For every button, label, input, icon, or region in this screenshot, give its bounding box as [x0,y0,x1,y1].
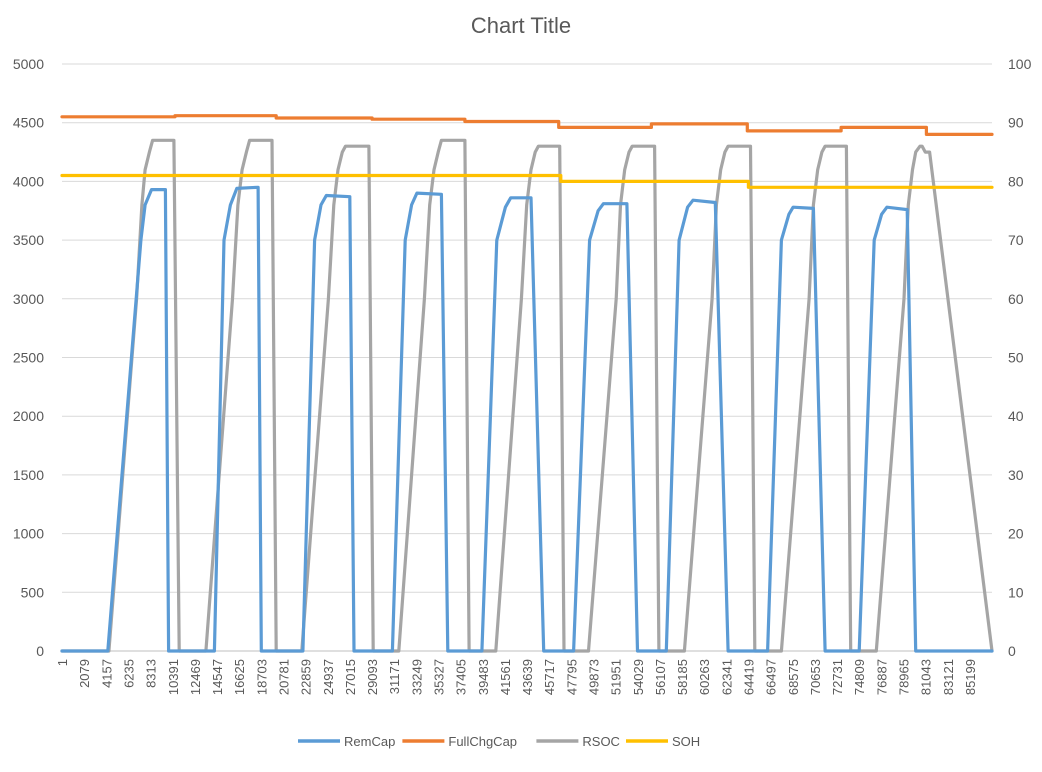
y-right-tick-label: 90 [1008,115,1024,131]
x-tick-label: 85199 [963,659,978,695]
x-tick-label: 8313 [144,659,159,688]
y-left-tick-label: 2000 [13,408,44,424]
left-axis-ticks: 0 500 1000 1500 2000 2500 3000 3500 4000 4500 5000 [13,56,44,659]
x-tick-label: 14547 [210,659,225,695]
y-right-tick-label: 50 [1008,350,1024,366]
x-tick-label: 47795 [564,659,579,695]
x-tick-label: 43639 [520,659,535,695]
x-tick-label: 74809 [852,659,867,695]
x-tick-label: 33249 [409,659,424,695]
x-tick-label: 54029 [631,659,646,695]
x-tick-label: 41561 [498,659,513,695]
y-right-tick-label: 70 [1008,232,1024,248]
y-left-tick-label: 5000 [13,56,44,72]
x-tick-label: 78965 [897,659,912,695]
y-left-tick-label: 4000 [13,173,44,189]
x-tick-label: 2079 [77,659,92,688]
x-tick-label: 64419 [742,659,757,695]
legend-label-fullchgcap: FullChgCap [448,734,517,749]
x-tick-label: 66497 [764,659,779,695]
x-axis-ticks: 1 2079 4157 6235 8313 10391 12469 14547 16625 187… [55,659,978,695]
x-tick-label: 4157 [99,659,114,688]
legend-label-rsoc: RSOC [582,734,620,749]
y-right-tick-label: 60 [1008,291,1024,307]
x-tick-label: 27015 [343,659,358,695]
x-tick-label: 10391 [166,659,181,695]
series-line-remcap [60,185,994,653]
x-tick-label: 12469 [188,659,203,695]
y-left-tick-label: 500 [21,584,45,600]
series-line-soh [60,173,994,189]
y-right-tick-label: 20 [1008,526,1024,542]
right-axis-ticks: 0 10 20 30 40 50 60 70 80 90 100 [1008,56,1032,659]
x-tick-label: 31171 [387,659,402,694]
legend-label-remcap: RemCap [344,734,395,749]
y-left-tick-label: 2500 [13,350,44,366]
y-right-tick-label: 80 [1008,173,1024,189]
x-tick-label: 83121 [941,659,956,695]
x-tick-label: 20781 [277,659,292,695]
x-tick-label: 24937 [321,659,336,695]
y-right-tick-label: 100 [1008,56,1032,72]
chart-title: Chart Title [471,13,571,38]
y-right-tick-label: 40 [1008,408,1024,424]
y-left-tick-label: 3500 [13,232,44,248]
x-tick-label: 1 [55,659,70,666]
x-tick-label: 35327 [432,659,447,695]
x-tick-label: 62341 [719,659,734,695]
x-tick-label: 29093 [365,659,380,695]
x-tick-label: 37405 [454,659,469,695]
series-line-rsoc [60,138,994,653]
series-layer [60,114,994,653]
x-tick-label: 39483 [476,659,491,695]
x-tick-label: 76887 [874,659,889,695]
x-tick-label: 51951 [609,659,624,695]
x-tick-label: 68575 [786,659,801,695]
y-left-tick-label: 3000 [13,291,44,307]
x-tick-label: 60263 [697,659,712,695]
y-left-tick-label: 0 [36,643,44,659]
x-tick-label: 72731 [830,659,845,695]
y-left-tick-label: 1500 [13,467,44,483]
legend: RemCap FullChgCap RSOC SOH [298,734,700,749]
series-line-fullchgcap [60,114,994,136]
y-right-tick-label: 30 [1008,467,1024,483]
x-tick-label: 16625 [232,659,247,695]
gridlines [62,63,992,652]
y-right-tick-label: 10 [1008,584,1024,600]
x-tick-label: 22859 [299,659,314,695]
legend-label-soh: SOH [672,734,700,749]
y-right-tick-label: 0 [1008,643,1016,659]
x-tick-label: 70653 [808,659,823,695]
x-tick-label: 81043 [919,659,934,695]
x-tick-label: 58185 [675,659,690,695]
y-left-tick-label: 4500 [13,115,44,131]
x-tick-label: 56107 [653,659,668,695]
x-tick-label: 6235 [122,659,137,688]
x-tick-label: 18703 [254,659,269,695]
y-left-tick-label: 1000 [13,526,44,542]
x-tick-label: 49873 [587,659,602,695]
x-tick-label: 45717 [542,659,557,695]
